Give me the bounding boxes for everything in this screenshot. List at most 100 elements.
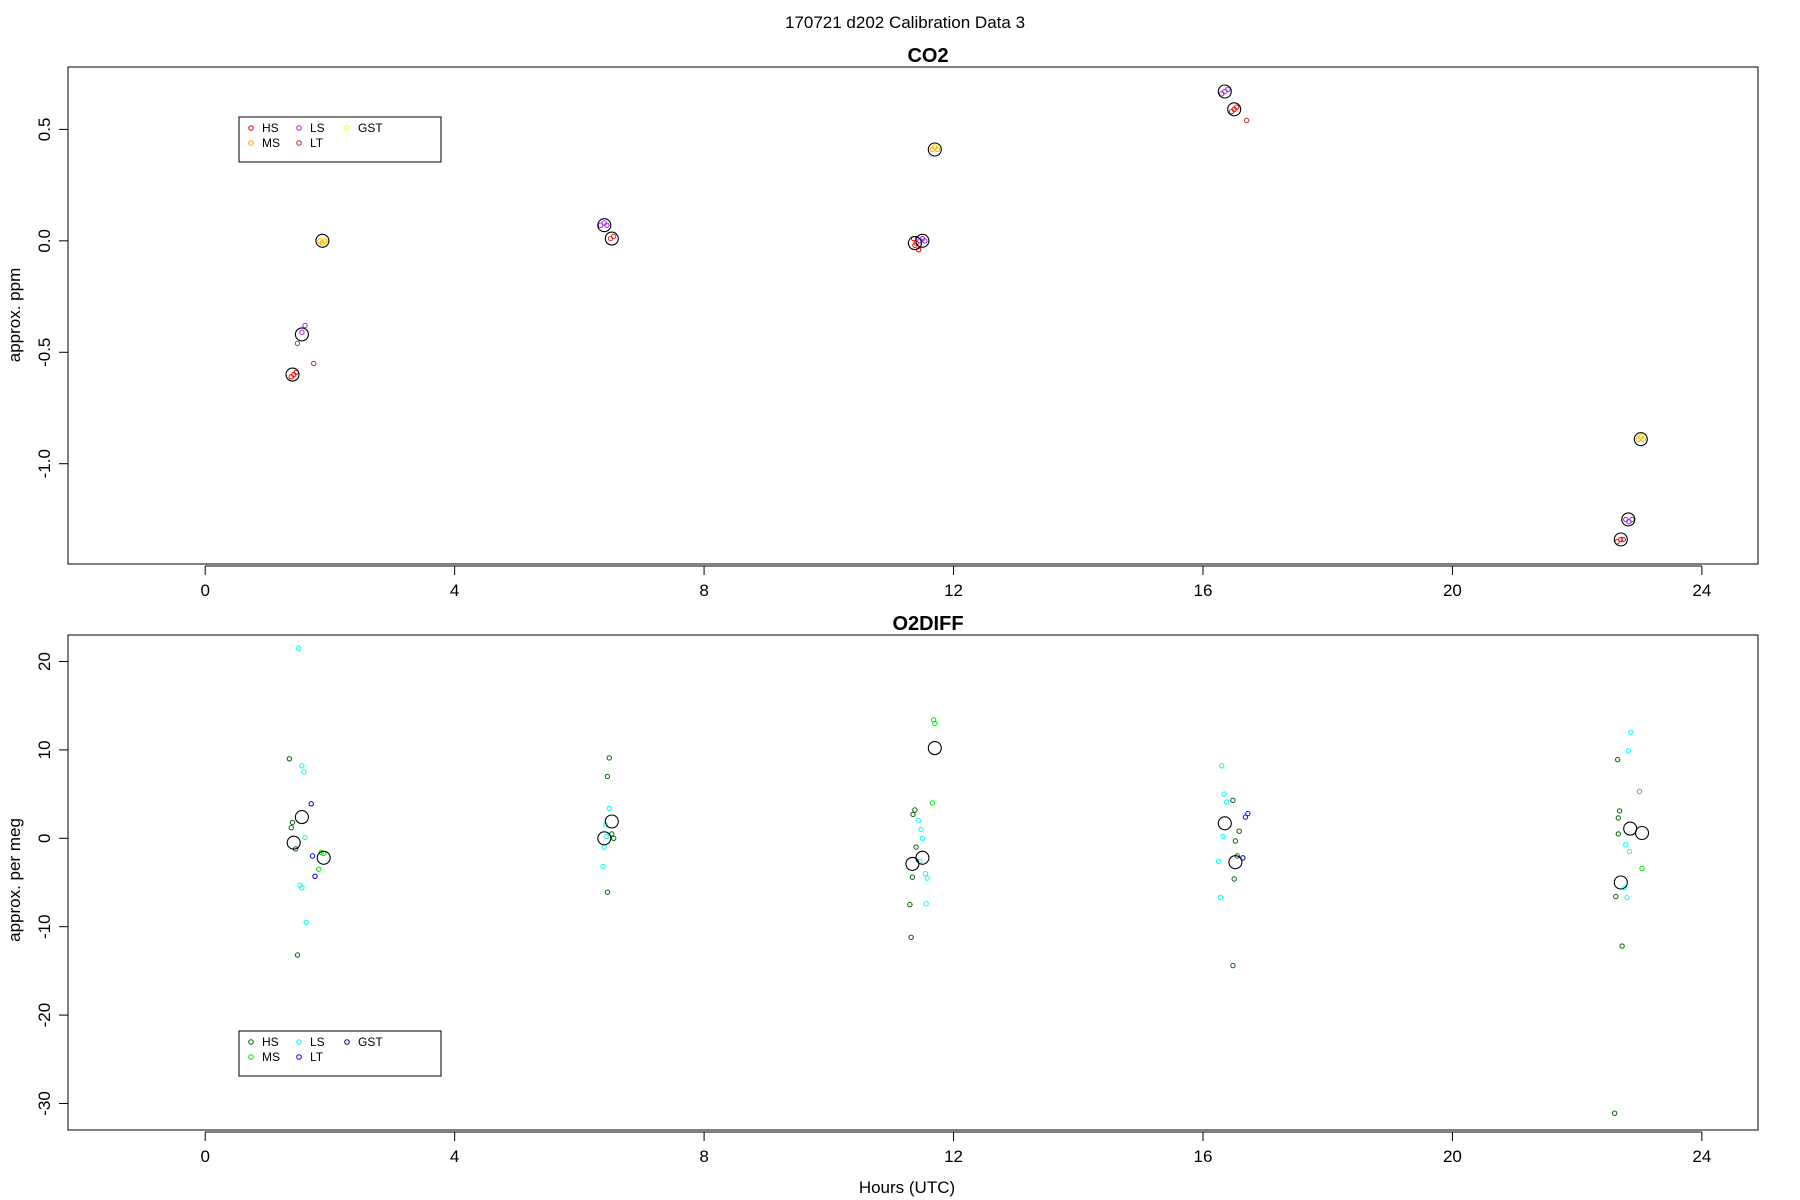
o2diff-legend-box bbox=[238, 1030, 442, 1077]
o2diff-chart-title: O2DIFF bbox=[892, 613, 963, 635]
co2-point-ls bbox=[1225, 86, 1231, 93]
o2diff-mean-point bbox=[1228, 855, 1243, 870]
o2diff-point-ls bbox=[302, 834, 308, 841]
co2-panel: CO2 approx. ppm 0 4 8 12 16 20 24 0.5 0.0 -0.5 -1.… bbox=[5, 45, 1759, 600]
co2-y-axis-label: approx. ppm bbox=[5, 268, 24, 363]
o2diff-mean-point bbox=[604, 814, 619, 829]
o2diff-point-hs bbox=[604, 773, 611, 780]
co2-point-gst bbox=[321, 238, 327, 244]
o2diff-point-ls bbox=[918, 826, 924, 833]
o2diff-point-hs bbox=[611, 835, 617, 841]
o2diff-y-tick-label: 10 bbox=[35, 740, 54, 759]
o2diff-point-hs bbox=[286, 756, 293, 762]
co2-points bbox=[285, 84, 1648, 547]
co2-y-tick-label: 0.5 bbox=[35, 118, 54, 142]
o2diff-x-tick-label: 16 bbox=[1194, 1147, 1213, 1166]
o2diff-point-ls bbox=[1625, 748, 1632, 754]
o2diff-y-tick-label: -20 bbox=[35, 1003, 54, 1028]
o2diff-mean-point bbox=[286, 835, 301, 850]
co2-mean-point bbox=[315, 233, 330, 248]
o2diff-point-ls bbox=[922, 871, 929, 877]
co2-x-tick-label: 8 bbox=[699, 581, 708, 600]
o2diff-point-ls bbox=[1624, 894, 1630, 901]
co2-legend-marker-ls bbox=[296, 125, 302, 131]
o2diff-legend-marker-gst bbox=[344, 1039, 350, 1045]
o2diff-point-hs bbox=[294, 952, 301, 958]
o2diff-x-tick-label: 20 bbox=[1443, 1147, 1462, 1166]
co2-mean-point bbox=[1633, 432, 1648, 447]
o2diff-point-lt bbox=[1245, 810, 1251, 817]
o2diff-point-hs bbox=[1230, 962, 1236, 969]
o2diff-legend-label-lt: LT bbox=[310, 1050, 324, 1064]
o2diff-point-ms bbox=[1636, 788, 1643, 795]
o2diff-point-ls bbox=[1219, 763, 1225, 769]
o2diff-point-hs bbox=[910, 811, 916, 818]
o2diff-point-lt bbox=[309, 853, 316, 859]
co2-x-tick-label: 24 bbox=[1692, 581, 1711, 600]
co2-legend-label-gst: GST bbox=[358, 121, 383, 135]
co2-point-gst bbox=[1639, 434, 1645, 440]
co2-mean-point bbox=[604, 231, 619, 246]
o2diff-point-hs bbox=[1619, 943, 1625, 949]
o2diff-mean-point bbox=[905, 856, 920, 871]
o2diff-point-hs bbox=[1232, 838, 1239, 844]
o2diff-point-ls bbox=[924, 875, 930, 881]
o2diff-point-ls bbox=[303, 919, 309, 925]
co2-point-gst bbox=[933, 144, 939, 150]
co2-y-tick-label: 0.0 bbox=[35, 229, 54, 253]
o2diff-point-gst bbox=[308, 801, 314, 807]
o2diff-point-hs bbox=[1615, 831, 1622, 837]
o2diff-point-hs bbox=[912, 807, 918, 813]
o2diff-point-hs bbox=[908, 934, 914, 940]
o2diff-mean-point bbox=[1634, 825, 1650, 841]
o2diff-points bbox=[286, 645, 1650, 1116]
o2diff-point-ls bbox=[1221, 791, 1227, 797]
o2diff-x-tick-label: 4 bbox=[450, 1147, 459, 1166]
co2-chart-title: CO2 bbox=[907, 45, 948, 67]
o2diff-point-ls bbox=[1224, 799, 1230, 805]
o2diff-point-hs bbox=[1616, 808, 1623, 814]
o2diff-point-hs bbox=[604, 889, 611, 895]
o2diff-legend-label-gst: GST bbox=[358, 1035, 383, 1049]
co2-x-tick-label: 12 bbox=[944, 581, 963, 600]
o2diff-point-ls bbox=[601, 844, 607, 850]
co2-axes: 0 4 8 12 16 20 24 0.5 0.0 -0.5 -1.0 bbox=[35, 118, 1711, 600]
co2-x-tick-label: 20 bbox=[1443, 581, 1462, 600]
o2diff-point-hs bbox=[1231, 876, 1237, 882]
o2diff-point-hs bbox=[909, 874, 916, 880]
o2diff-mean-point bbox=[597, 831, 612, 846]
co2-point-lt bbox=[611, 233, 617, 240]
o2diff-point-hs bbox=[288, 825, 294, 831]
o2diff-point-ls bbox=[296, 645, 302, 651]
co2-legend-label-lt: LT bbox=[310, 136, 324, 150]
o2diff-mean-point bbox=[915, 850, 930, 865]
o2diff-legend-marker-ms bbox=[248, 1054, 254, 1060]
o2diff-y-tick-label: 20 bbox=[35, 652, 54, 671]
o2diff-point-ms bbox=[316, 866, 322, 872]
o2diff-point-ls bbox=[1621, 885, 1628, 891]
o2diff-x-tick-label: 8 bbox=[699, 1147, 708, 1166]
o2diff-y-tick-label: 0 bbox=[35, 834, 54, 843]
co2-mean-point bbox=[294, 327, 309, 342]
co2-point-hs bbox=[1620, 536, 1627, 543]
co2-x-tick-label: 16 bbox=[1194, 581, 1213, 600]
o2diff-point-hs bbox=[1230, 797, 1236, 803]
co2-point-ls bbox=[299, 329, 305, 335]
co2-point-lt bbox=[1243, 117, 1250, 124]
co2-legend-label-ms: MS bbox=[262, 136, 280, 150]
o2diff-mean-point bbox=[316, 850, 331, 865]
co2-legend-marker-lt bbox=[296, 140, 302, 146]
co2-y-tick-label: -1.0 bbox=[35, 449, 54, 478]
o2diff-x-tick-label: 24 bbox=[1692, 1147, 1711, 1166]
co2-mean-point bbox=[1621, 512, 1636, 527]
o2diff-point-ls bbox=[1623, 841, 1629, 848]
co2-mean-point bbox=[907, 236, 922, 251]
o2diff-legend-marker-hs bbox=[248, 1039, 254, 1045]
co2-point-lt bbox=[311, 360, 317, 367]
o2diff-point-ms bbox=[1639, 865, 1645, 872]
o2diff-point-hs bbox=[1613, 893, 1619, 900]
o2diff-point-ls bbox=[1215, 858, 1222, 864]
